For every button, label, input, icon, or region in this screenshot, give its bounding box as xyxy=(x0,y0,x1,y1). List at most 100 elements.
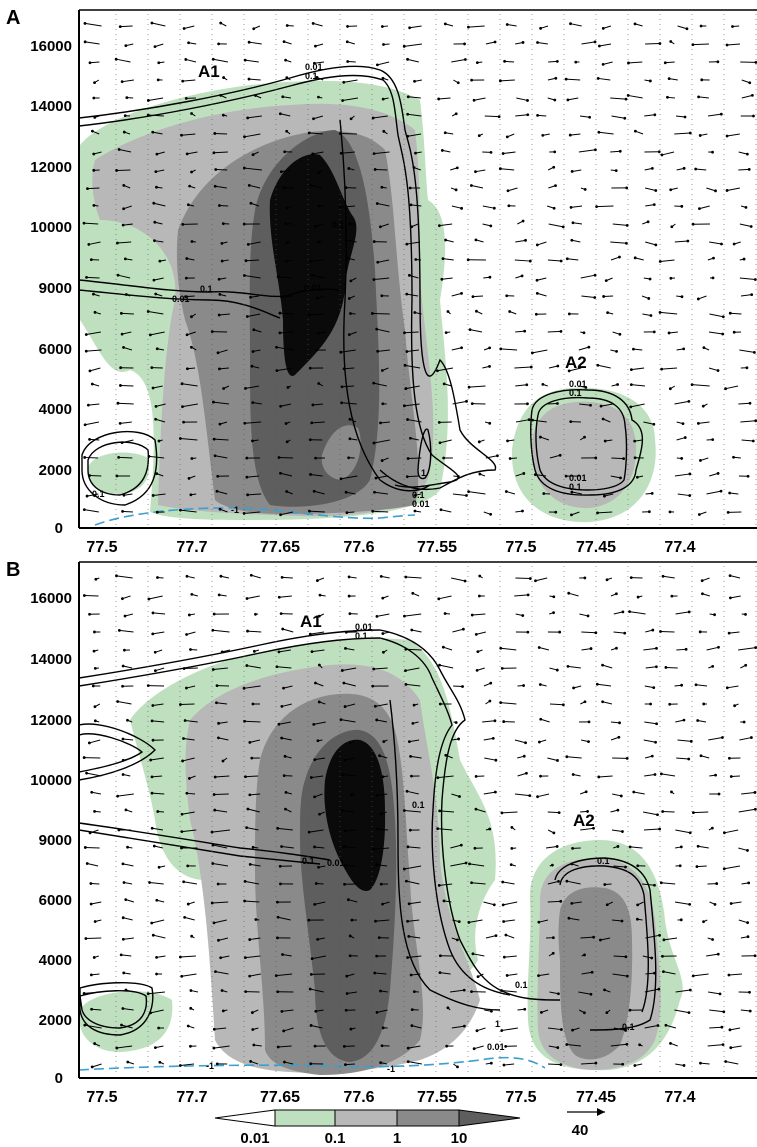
panel-b-ytick-1: 2000 xyxy=(39,1012,72,1029)
wind-vector xyxy=(482,205,495,209)
wind-vector xyxy=(380,223,389,228)
wind-vector-head xyxy=(499,701,503,705)
wind-vector-head xyxy=(470,613,474,617)
wind-vector xyxy=(250,863,261,867)
wind-vector-head xyxy=(694,167,698,171)
wind-vector-head xyxy=(587,720,591,724)
wind-vector-head xyxy=(442,899,446,903)
wind-vector xyxy=(150,1009,164,1014)
wind-vector-head xyxy=(248,741,252,744)
wind-vector xyxy=(278,649,291,653)
wind-vector-head xyxy=(502,720,506,723)
wind-vector-head xyxy=(89,882,93,885)
wind-vector xyxy=(538,919,549,923)
wind-vector-head xyxy=(722,867,726,871)
wind-vector xyxy=(186,331,196,336)
wind-vector xyxy=(613,955,626,958)
wind-vector-head xyxy=(554,510,558,514)
wind-vector xyxy=(123,665,133,669)
wind-vector xyxy=(645,934,660,939)
wind-vector-head xyxy=(157,439,161,443)
wind-vector xyxy=(437,775,454,779)
wind-vector xyxy=(503,151,516,155)
wind-vector-head xyxy=(655,722,658,726)
wind-vector-head xyxy=(583,1011,586,1015)
wind-vector xyxy=(181,133,196,136)
wind-vector-head xyxy=(249,1060,253,1063)
wind-vector-head xyxy=(344,186,348,190)
wind-vector-head xyxy=(242,686,246,690)
wind-vector-head xyxy=(122,130,126,134)
panel-b-clabel-10: 0.1 xyxy=(597,856,610,866)
wind-vector-head xyxy=(82,594,86,597)
wind-vector-head xyxy=(469,184,473,187)
wind-vector-head xyxy=(243,956,247,959)
wind-vector-head xyxy=(688,902,692,906)
wind-vector-head xyxy=(441,645,445,649)
wind-vector xyxy=(439,883,453,886)
wind-vector-head xyxy=(307,131,311,135)
wind-vector-head xyxy=(88,831,92,835)
wind-vector-head xyxy=(183,915,187,919)
wind-vector-head xyxy=(666,95,669,99)
wind-vector xyxy=(708,737,723,741)
wind-vector xyxy=(282,576,293,579)
wind-vector-head xyxy=(463,42,466,46)
wind-vector xyxy=(439,664,454,669)
wind-vector-head xyxy=(276,275,280,279)
wind-vector xyxy=(600,403,614,407)
wind-vector-head xyxy=(636,595,640,599)
wind-vector-head xyxy=(151,611,155,615)
wind-vector-head xyxy=(313,1044,317,1048)
wind-vector-head xyxy=(534,312,538,316)
panel-b-ytick-2: 4000 xyxy=(39,952,72,969)
colorbar-tick-3: 10 xyxy=(451,1130,468,1147)
wind-vector xyxy=(125,899,135,903)
wind-vector-head xyxy=(583,953,586,957)
wind-vector xyxy=(310,184,323,189)
wind-vector xyxy=(662,575,675,579)
wind-vector xyxy=(613,865,626,868)
wind-vector xyxy=(180,438,198,441)
wind-vector xyxy=(566,756,582,759)
wind-vector-head xyxy=(467,385,471,389)
wind-vector xyxy=(439,439,452,444)
wind-vector xyxy=(184,667,198,670)
wind-vector-head xyxy=(182,667,186,670)
wind-vector-head xyxy=(116,700,120,703)
wind-vector-head xyxy=(557,880,560,883)
wind-vector-head xyxy=(146,310,150,313)
wind-vector-head xyxy=(559,899,563,903)
wind-vector xyxy=(665,666,678,669)
wind-vector-head xyxy=(406,1060,410,1064)
wind-vector xyxy=(538,973,550,977)
panel-b-ytick-3: 6000 xyxy=(39,892,72,909)
wind-vector-head xyxy=(185,152,189,156)
wind-vector-head xyxy=(488,275,492,279)
wind-vector-head xyxy=(121,758,125,762)
wind-vector xyxy=(472,953,485,957)
wind-vector xyxy=(698,295,707,300)
wind-vector-head xyxy=(317,663,321,667)
wind-vector-head xyxy=(340,401,344,405)
wind-vector-head xyxy=(410,774,413,778)
wind-vector-head xyxy=(659,881,663,885)
wind-vector-head xyxy=(596,77,600,80)
wind-vector-head xyxy=(118,25,122,29)
wind-vector-head xyxy=(151,704,155,707)
wind-vector xyxy=(120,384,134,387)
wind-vector-head xyxy=(712,256,715,260)
wind-vector xyxy=(121,312,134,315)
wind-vector-head xyxy=(90,790,94,794)
wind-vector-head xyxy=(382,740,386,743)
wind-vector xyxy=(246,665,261,669)
wind-vector xyxy=(408,935,421,939)
wind-vector-head xyxy=(440,149,444,152)
wind-vector-head xyxy=(501,152,505,155)
wind-vector xyxy=(451,205,462,209)
wind-vector xyxy=(283,685,293,689)
panel-a-clabel-11: 0.01 xyxy=(569,379,587,389)
wind-vector-head xyxy=(90,1065,94,1069)
wind-vector-head xyxy=(214,970,217,974)
wind-vector-head xyxy=(85,771,88,775)
